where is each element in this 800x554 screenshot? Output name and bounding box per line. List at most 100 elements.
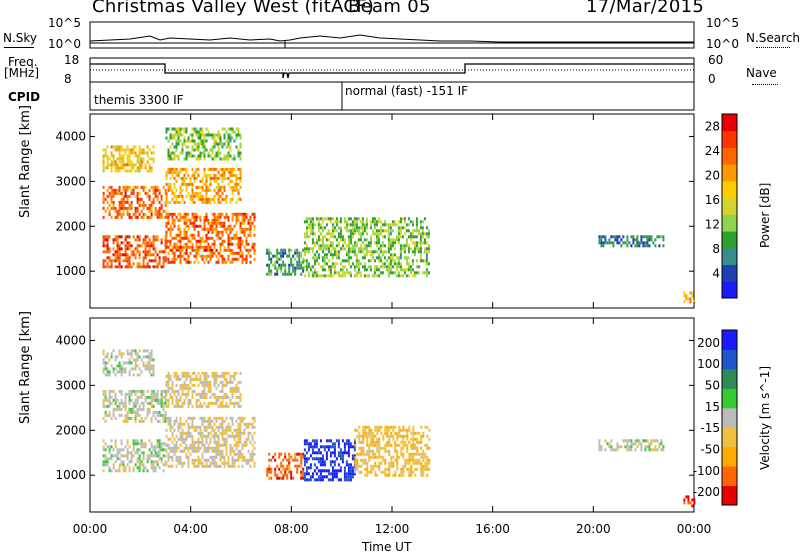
data-cell <box>118 145 121 149</box>
data-cell <box>300 263 303 267</box>
data-cell <box>156 262 159 266</box>
data-cell <box>284 470 287 474</box>
data-cell <box>417 247 420 251</box>
data-cell <box>142 401 145 405</box>
data-cell <box>110 395 113 399</box>
data-cell <box>335 238 338 242</box>
data-cell <box>231 170 234 174</box>
data-cell <box>337 445 340 449</box>
data-cell <box>379 244 382 248</box>
data-cell <box>313 256 316 260</box>
data-cell <box>114 367 117 371</box>
data-cell <box>331 442 334 446</box>
data-cell <box>365 238 368 242</box>
data-cell <box>223 167 226 171</box>
data-cell <box>207 434 210 438</box>
data-cell <box>138 469 141 473</box>
data-cell <box>355 229 358 233</box>
data-cell <box>211 148 214 152</box>
data-cell <box>638 442 641 446</box>
data-cell <box>268 251 271 255</box>
data-cell <box>325 262 328 266</box>
y-tick-label: 4000 <box>55 333 86 347</box>
data-cell <box>335 217 338 221</box>
data-cell <box>359 247 362 251</box>
data-cell <box>148 163 151 167</box>
data-cell <box>225 383 228 387</box>
data-cell <box>156 194 159 198</box>
data-cell <box>337 244 340 248</box>
data-cell <box>219 230 222 234</box>
data-cell <box>207 221 210 225</box>
data-cell <box>114 358 117 362</box>
data-cell <box>335 472 338 476</box>
data-cell <box>128 215 131 219</box>
data-cell <box>183 215 186 219</box>
data-cell <box>634 442 637 446</box>
data-cell <box>383 220 386 224</box>
data-cell <box>219 188 222 192</box>
data-cell <box>335 253 338 257</box>
data-cell <box>134 212 137 216</box>
data-cell <box>221 233 224 237</box>
data-cell <box>185 233 188 237</box>
data-cell <box>368 455 371 459</box>
data-cell <box>237 151 240 155</box>
data-cell <box>370 428 373 432</box>
data-cell <box>211 392 214 396</box>
data-cell <box>227 227 230 231</box>
data-cell <box>298 263 301 267</box>
data-cell <box>280 470 283 474</box>
data-cell <box>189 434 192 438</box>
data-cell <box>410 455 413 459</box>
data-cell <box>187 371 190 375</box>
data-cell <box>628 445 631 449</box>
data-cell <box>148 358 151 362</box>
data-cell <box>203 377 206 381</box>
data-cell <box>124 361 127 365</box>
data-cell <box>408 452 411 456</box>
data-cell <box>366 434 369 438</box>
data-cell <box>397 241 400 245</box>
data-cell <box>162 185 165 189</box>
data-cell <box>177 239 180 243</box>
data-cell <box>650 442 653 446</box>
data-cell <box>425 271 428 275</box>
data-cell <box>426 464 429 468</box>
data-cell <box>164 395 167 399</box>
data-cell <box>171 260 174 264</box>
data-cell <box>302 455 305 459</box>
data-cell <box>363 268 366 272</box>
data-cell <box>227 139 230 143</box>
data-cell <box>124 188 127 192</box>
data-cell <box>229 401 232 405</box>
data-cell <box>167 148 170 152</box>
data-cell <box>327 265 330 269</box>
data-cell <box>610 448 613 452</box>
data-cell <box>156 185 159 189</box>
data-cell <box>294 269 297 273</box>
data-cell <box>152 247 155 251</box>
data-cell <box>122 212 125 216</box>
data-cell <box>375 235 378 239</box>
data-cell <box>420 473 423 477</box>
data-cell <box>102 191 105 195</box>
data-cell <box>162 265 165 269</box>
data-cell <box>395 238 398 242</box>
data-cell <box>219 185 222 189</box>
data-cell <box>193 218 196 222</box>
data-cell <box>136 215 139 219</box>
data-cell <box>407 217 410 221</box>
data-cell <box>128 407 131 411</box>
data-cell <box>104 151 107 155</box>
data-cell <box>209 188 212 192</box>
data-cell <box>126 209 129 213</box>
data-cell <box>148 250 151 254</box>
data-cell <box>130 460 133 464</box>
data-cell <box>406 458 409 462</box>
data-cell <box>148 401 151 405</box>
data-cell <box>158 398 161 402</box>
data-cell <box>354 455 357 459</box>
data-cell <box>136 364 139 368</box>
